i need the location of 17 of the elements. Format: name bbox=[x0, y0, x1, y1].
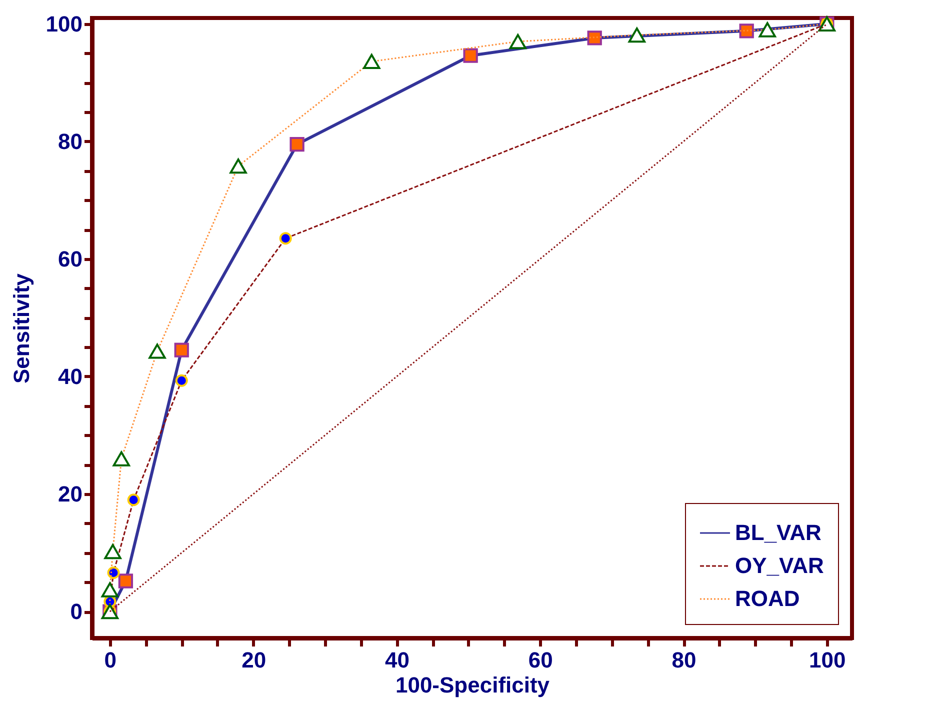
legend-label: ROAD bbox=[735, 586, 800, 611]
y-axis-title: Sensitivity bbox=[8, 272, 34, 384]
y-tick-label: 40 bbox=[58, 364, 82, 389]
y-tick-label: 0 bbox=[70, 599, 82, 624]
legend-label: BL_VAR bbox=[735, 520, 822, 545]
legend-label: OY_VAR bbox=[735, 553, 824, 578]
x-tick-label: 100 bbox=[809, 648, 846, 672]
x-tick-label: 80 bbox=[672, 648, 696, 672]
y-tick-label: 20 bbox=[58, 482, 82, 507]
x-tick-label: 60 bbox=[528, 648, 553, 672]
x-tick-label: 0 bbox=[104, 648, 117, 672]
y-tick-label: 60 bbox=[58, 246, 82, 272]
y-tick-label: 80 bbox=[58, 128, 82, 154]
x-tick-label: 20 bbox=[242, 648, 266, 672]
x-tick-label: 40 bbox=[384, 648, 410, 672]
y-tick-label: 100 bbox=[46, 11, 82, 36]
x-axis-title: 100-Specificity bbox=[395, 672, 550, 698]
